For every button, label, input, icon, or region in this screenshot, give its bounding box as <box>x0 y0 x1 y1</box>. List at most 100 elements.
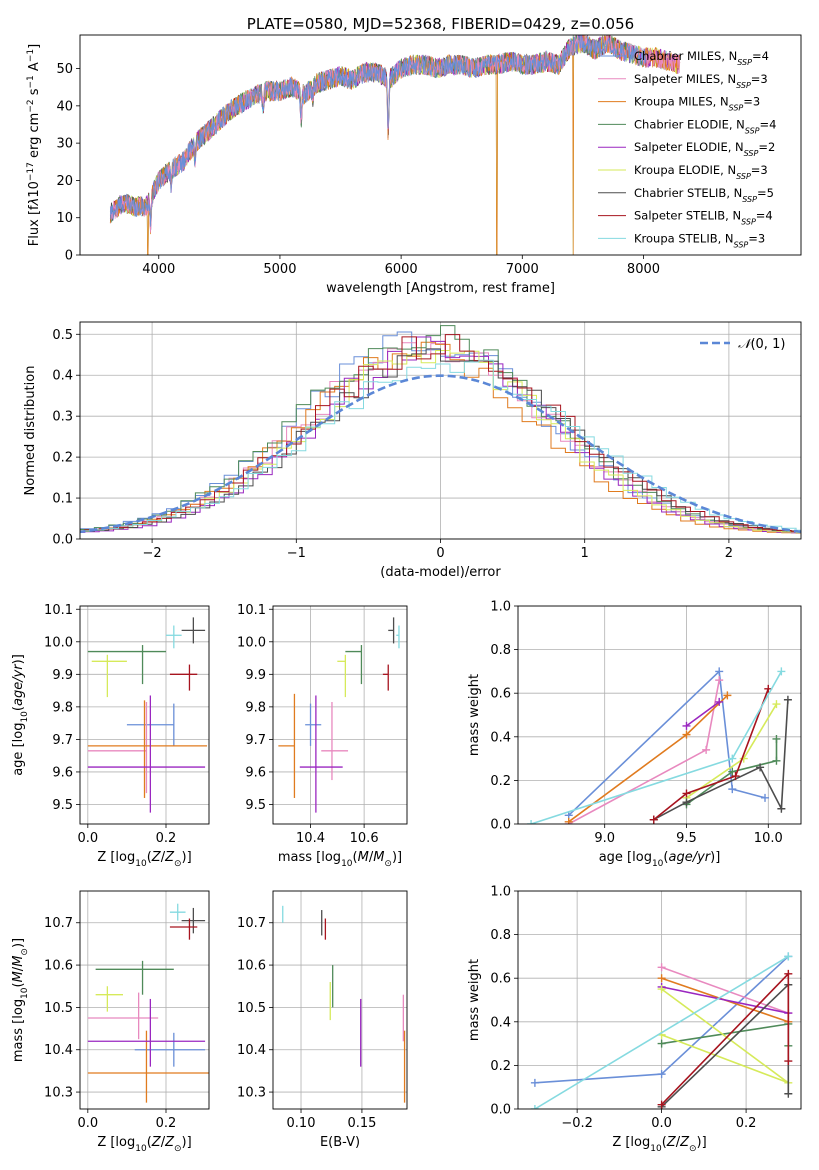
weight-marker <box>564 817 573 824</box>
y-tick-label: 9.5 <box>245 798 266 813</box>
y-tick-label: 10.0 <box>44 635 73 650</box>
y-axis-label: mass weight <box>467 674 482 756</box>
y-tick-label: 10.4 <box>237 1043 266 1058</box>
spectrum-line <box>109 35 647 227</box>
x-tick-label: 9.5 <box>676 831 697 846</box>
axes-frame <box>79 605 210 825</box>
x-tick-label: 0.2 <box>156 831 177 846</box>
x-tick-label: 0.2 <box>736 1116 757 1131</box>
y-tick-label: 0.8 <box>490 928 511 943</box>
y-tick-label: 0.0 <box>490 1103 511 1118</box>
y-tick-label: 1.0 <box>490 885 511 900</box>
weight-marker <box>761 793 770 802</box>
weight-line <box>568 694 728 823</box>
errorbar-chabrier-stelib <box>388 617 395 644</box>
weight-marker <box>777 667 786 676</box>
y-tick-label: 9.8 <box>52 700 73 715</box>
legend-label: Kroupa STELIB, NSSP=3 <box>634 231 765 249</box>
errorbar-chabrier-elodie <box>345 645 363 685</box>
weight-line <box>661 986 789 1014</box>
weight-marker <box>715 697 724 706</box>
histogram-chabrier-stelib <box>80 348 801 533</box>
weight-line <box>530 671 783 824</box>
weight-line <box>686 701 720 727</box>
x-axis-label: (data-model)/error <box>380 565 501 580</box>
panel-age_vs_mass: 10.4 10.6 9.5 9.6 9.7 9.8 9.9 10.0 10.1 mass [log… <box>237 603 408 869</box>
chart-title: PLATE=0580, MJD=52368, FIBERID=0429, z=0… <box>247 15 634 33</box>
x-tick-label: 10.0 <box>754 831 783 846</box>
errorbar-kroupa-stelib <box>166 625 182 649</box>
axes-frame <box>272 605 408 825</box>
weight-marker <box>756 763 765 772</box>
errorbar-chabrier-elodie <box>95 960 174 995</box>
x-axis-label: age [log10(age/yr)] <box>599 850 721 869</box>
weight-marker <box>728 785 737 794</box>
y-tick-label: 0.0 <box>52 533 73 548</box>
y-tick-label: 10.1 <box>44 603 73 618</box>
axes-frame <box>272 890 408 1110</box>
y-axis-label: age [log10(age/yr)] <box>11 654 30 776</box>
weight-series-kroupa-stelib <box>527 667 786 824</box>
y-tick-label: 10.4 <box>44 1043 73 1058</box>
y-tick-label: 0.1 <box>52 492 73 507</box>
weight-marker <box>657 974 666 983</box>
errorbar-salpeter-stelib <box>169 918 198 940</box>
histogram-salpeter-elodie <box>80 336 801 534</box>
x-tick-label: −2 <box>143 546 162 561</box>
y-tick-label: 10.0 <box>237 635 266 650</box>
y-tick-label: 0.2 <box>490 774 511 789</box>
y-tick-label: 40 <box>56 99 73 114</box>
legend-label: Chabrier MILES, NSSP=4 <box>634 49 769 67</box>
histogram-kroupa-stelib <box>80 359 801 532</box>
weight-marker <box>657 963 666 972</box>
errorbar-kroupa-elodie <box>91 654 127 698</box>
weight-line <box>686 739 778 806</box>
y-tick-label: 0.6 <box>490 972 511 987</box>
x-tick-label: 0.0 <box>651 1116 672 1131</box>
spectrum-line <box>109 35 680 231</box>
weight-marker <box>731 772 740 781</box>
errorbar-kroupa-miles <box>278 693 296 798</box>
spectrum-line <box>109 35 681 224</box>
weight-marker <box>715 667 724 676</box>
panel-weight_vs_age: 9.0 9.5 10.0 0.0 0.2 0.4 0.6 0.8 1.0 age [log10(a… <box>467 600 802 869</box>
x-tick-label: 10.4 <box>296 831 325 846</box>
y-axis-label: mass weight <box>467 959 482 1041</box>
x-tick-label: −0.2 <box>561 1116 593 1131</box>
y-tick-label: 0.4 <box>490 730 511 745</box>
weight-line <box>568 679 720 824</box>
y-tick-label: 9.7 <box>245 733 266 748</box>
weight-marker <box>657 985 666 994</box>
weight-marker <box>784 952 793 961</box>
weight-marker <box>682 798 691 807</box>
legend-label: Chabrier ELODIE, NSSP=4 <box>634 117 776 135</box>
panel-mass_vs_ebv: 0.10 0.15 10.3 10.4 10.5 10.6 10.7 E(B-V) <box>237 890 408 1150</box>
panel-spectrum: 4000 5000 6000 7000 8000 0 10 20 30 40 50 wavelengt… <box>26 15 802 296</box>
y-tick-label: 0.2 <box>52 451 73 466</box>
weight-marker <box>527 820 536 824</box>
weight-marker <box>682 721 691 730</box>
errorbar-chabrier-stelib <box>181 907 206 934</box>
weight-marker <box>783 695 792 704</box>
x-tick-label: 4000 <box>142 262 175 277</box>
errorbar-salpeter-miles <box>321 701 349 781</box>
y-tick-label: 9.6 <box>245 765 266 780</box>
weight-marker <box>723 691 732 700</box>
axes-frame <box>517 605 802 825</box>
errorbar-chabrier-stelib <box>181 617 206 644</box>
x-tick-label: 0 <box>436 546 444 561</box>
x-axis-label: Z [log10(Z/Z⊙)] <box>612 1135 706 1154</box>
y-tick-label: 10.7 <box>44 916 73 931</box>
weight-marker <box>682 730 691 739</box>
y-tick-label: 0.2 <box>490 1059 511 1074</box>
weight-marker <box>715 676 724 685</box>
y-tick-label: 0.6 <box>490 687 511 702</box>
normal-reference-curve <box>80 374 801 534</box>
errorbar-kroupa-miles <box>87 700 208 798</box>
y-tick-label: 0.5 <box>52 328 73 343</box>
histogram-salpeter-miles <box>80 342 801 533</box>
x-axis-label: mass [log10(M/M⊙)] <box>278 850 402 869</box>
plot-area <box>518 606 801 824</box>
x-tick-label: 0.15 <box>347 1116 376 1131</box>
